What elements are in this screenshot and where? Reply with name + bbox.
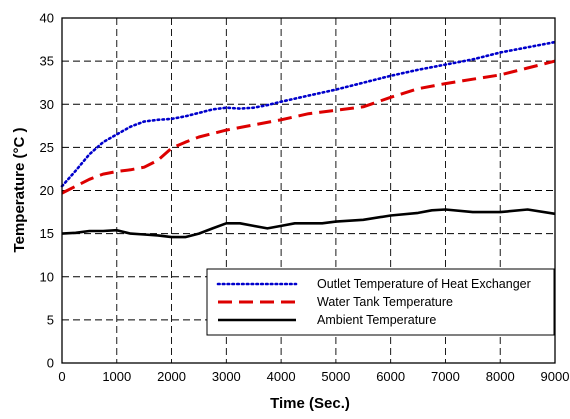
- legend-label-2: Ambient Temperature: [317, 313, 436, 327]
- y-tick-label: 30: [40, 97, 54, 112]
- y-tick-label: 15: [40, 226, 54, 241]
- y-tick-label: 25: [40, 140, 54, 155]
- x-tick-label: 5000: [321, 369, 350, 384]
- series-line-1: [61, 59, 556, 195]
- y-tick-label: 5: [47, 312, 54, 327]
- y-tick-label: 35: [40, 54, 54, 69]
- x-tick-label: 7000: [431, 369, 460, 384]
- series-line-0: [60, 40, 557, 188]
- legend-items: Outlet Temperature of Heat Exchanger Wate…: [216, 277, 531, 327]
- x-tick-label: 0: [58, 369, 65, 384]
- x-tick-label: 2000: [157, 369, 186, 384]
- x-axis-ticks: 0 1000 2000 3000 4000 5000 6000 7000 8000 9000: [58, 369, 569, 384]
- plot-frame: [61, 17, 556, 364]
- y-axis-label: Temperature (°C ): [11, 128, 28, 253]
- y-tick-label: 10: [40, 269, 54, 284]
- x-axis-label: Time (Sec.): [270, 395, 350, 412]
- y-tick-label: 20: [40, 183, 54, 198]
- legend: Outlet Temperature of Heat Exchanger Wate…: [206, 268, 555, 336]
- x-tick-label: 4000: [267, 369, 296, 384]
- legend-label-1: Water Tank Temperature: [317, 295, 453, 309]
- series-line-2: [61, 208, 556, 239]
- x-tick-label: 6000: [376, 369, 405, 384]
- x-tick-label: 3000: [212, 369, 241, 384]
- x-tick-label: 8000: [486, 369, 515, 384]
- y-axis-ticks: 0 5 10 15 20 25 30 35 40: [40, 11, 54, 371]
- legend-label-0: Outlet Temperature of Heat Exchanger: [317, 277, 531, 291]
- x-tick-label: 9000: [541, 369, 570, 384]
- series-layer: [60, 40, 557, 239]
- y-tick-label: 40: [40, 11, 54, 26]
- y-tick-label: 0: [47, 356, 54, 371]
- x-tick-label: 1000: [102, 369, 131, 384]
